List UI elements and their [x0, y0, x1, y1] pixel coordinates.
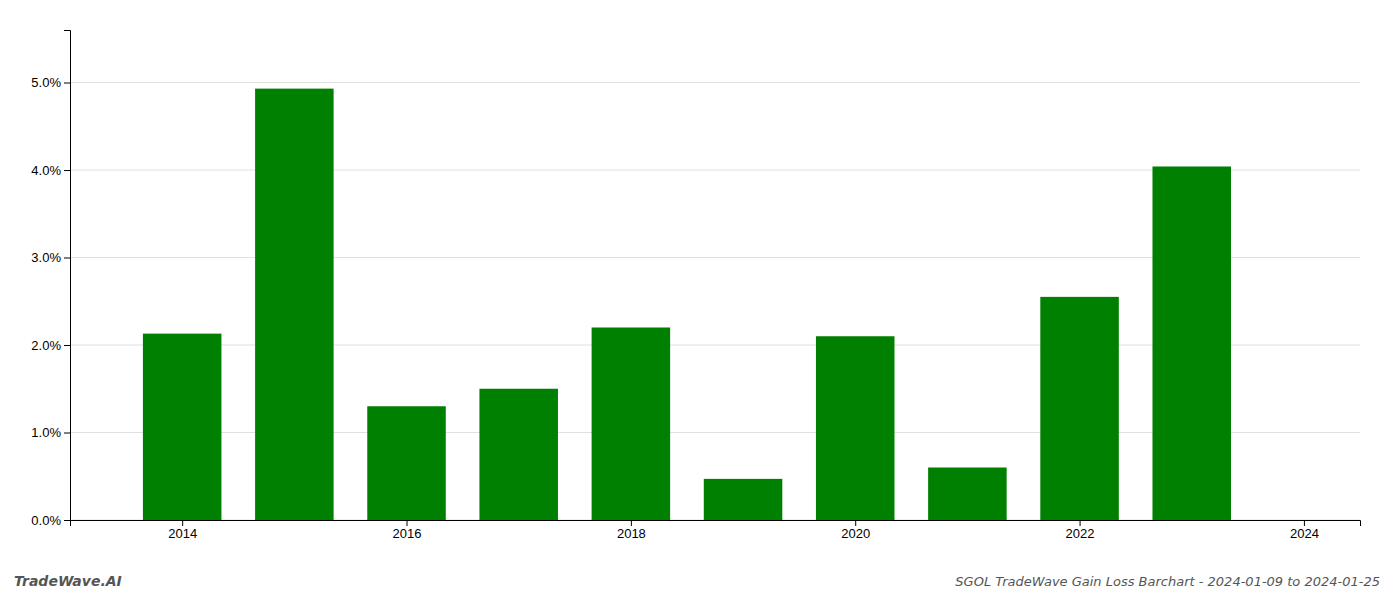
y-axis: 0.0% 1.0% 2.0% 3.0% 4.0% 5.0% — [31, 31, 70, 528]
y-tick-label: 2.0% — [31, 338, 61, 353]
grid — [70, 83, 1360, 521]
title: SGOL TradeWave Gain Loss Barchart - 2024… — [955, 574, 1380, 589]
x-tick-label: 2016 — [393, 526, 422, 541]
y-tick: 1.0% — [31, 425, 70, 440]
x-tick: 2016 — [393, 520, 422, 541]
axis-line — [71, 521, 1361, 527]
bar — [1040, 297, 1119, 520]
bar — [592, 328, 671, 521]
bar — [367, 406, 446, 520]
y-tick-label: 1.0% — [31, 425, 61, 440]
x-tick-label: 2024 — [1290, 526, 1319, 541]
x-tick: 2018 — [617, 520, 646, 541]
y-tick: 2.0% — [31, 338, 70, 353]
bar — [816, 336, 895, 520]
y-tick-mark — [64, 345, 70, 346]
y-tick: 4.0% — [31, 163, 70, 178]
y-tick-label: 3.0% — [31, 250, 61, 265]
y-tick-label: 4.0% — [31, 163, 61, 178]
chart: 2014 2016 2018 2020 2022 2024 0.0% 1.0% 2.0% 3.0%… — [0, 0, 1400, 600]
bar — [479, 389, 558, 520]
y-tick-mark — [64, 83, 70, 84]
y-tick: 5.0% — [31, 75, 70, 90]
axis-line — [64, 31, 71, 521]
y-tick: 0.0% — [31, 513, 70, 528]
x-tick-label: 2014 — [168, 526, 197, 541]
y-tick-mark — [64, 520, 70, 521]
x-tick-mark — [631, 520, 632, 526]
x-tick: 2024 — [1290, 520, 1319, 541]
bar — [255, 89, 334, 520]
x-tick: 2020 — [841, 520, 870, 541]
x-tick-mark — [182, 520, 183, 526]
y-tick: 3.0% — [31, 250, 70, 265]
y-tick-label: 5.0% — [31, 75, 61, 90]
y-tick-label: 0.0% — [31, 513, 61, 528]
x-tick-label: 2018 — [617, 526, 646, 541]
annotation: TradeWave.AI — [14, 573, 122, 589]
x-tick: 2014 — [168, 520, 197, 541]
x-tick-mark — [1080, 520, 1081, 526]
x-tick: 2022 — [1066, 520, 1095, 541]
x-tick-label: 2022 — [1066, 526, 1095, 541]
bar — [704, 479, 783, 520]
x-tick-mark — [1304, 520, 1305, 526]
bar — [1152, 167, 1231, 521]
y-tick-mark — [64, 258, 70, 259]
x-tick-label: 2020 — [841, 526, 870, 541]
bar — [928, 468, 1007, 521]
x-tick-mark — [855, 520, 856, 526]
plot: 2014 2016 2018 2020 2022 2024 0.0% 1.0% 2.0% 3.0%… — [31, 31, 1360, 542]
y-tick-mark — [64, 433, 70, 434]
y-tick-mark — [64, 170, 70, 171]
bars — [143, 89, 1231, 520]
bar — [143, 334, 222, 520]
x-axis: 2014 2016 2018 2020 2022 2024 — [71, 520, 1361, 541]
grid-line — [70, 82, 1360, 83]
x-tick-mark — [407, 520, 408, 526]
